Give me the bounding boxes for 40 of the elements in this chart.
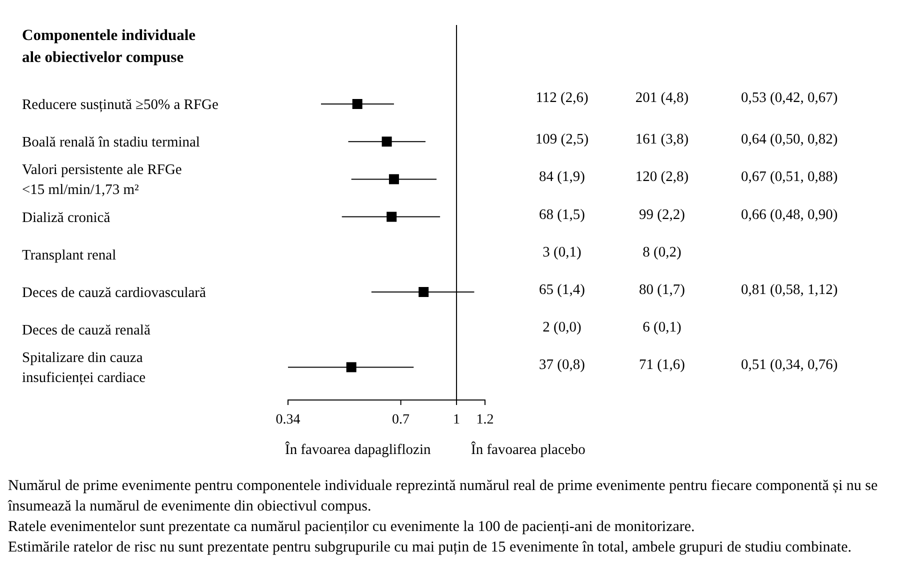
y-tick-label: Deces de cauză renală [22,322,151,339]
x-tick-label: 1 [453,412,460,428]
data-label: 0,51 (0,34, 0,76) [741,357,838,374]
text: 201 (4,8) [635,90,689,106]
text: 3 (0,1) [542,244,582,260]
y-tick-label: Valori persistente ale RFGe <15 ml/min/1,73 m² [22,162,182,198]
x-tick-label: 0.34 [276,412,300,428]
text: 6 (0,1) [642,320,682,336]
y-tick-label: Transplant renal [22,247,116,264]
text: 112 (2,6) [536,90,588,106]
text: 161 (3,8) [635,132,689,148]
text: 37 (0,8) [539,357,586,374]
text: 71 (1,6) [639,357,686,374]
text: 65 (1,4) [539,282,586,298]
text: 8 (0,2) [642,244,682,260]
text: 80 (1,7) [639,282,686,298]
data-label: 0,66 (0,48, 0,90) [741,206,838,223]
text: 2 (0,0) [542,320,582,336]
text: Numărul de prime evenimente pentru componentele individuale reprezintă numărul real de prime evenimente pentru fiecare componentă și nu se însumează la numărul de evenimente din obiectivul compus. [7,478,878,514]
y-tick-label: Deces de cauză cardiovasculară [22,285,207,301]
x-tick-label: 1.2 [476,412,494,428]
data-label: 0,81 (0,58, 1,12) [741,282,838,298]
y-tick-label: Boală renală în stadiu terminal [22,134,200,151]
text: 99 (2,2) [639,206,686,223]
text: Ratele evenimentelor sunt prezentate ca numărul pacienților cu evenimente la 100 de pacienți-ani de monitorizare. [8,519,695,535]
data-label: 0,64 (0,50, 0,82) [741,132,838,148]
text: Componentele individuale ale obiectivelor compuse [22,27,196,66]
text: În favoarea placebo [471,441,586,458]
text: 120 (2,8) [635,169,689,186]
x-tick-label: 0.7 [392,412,410,428]
text: 84 (1,9) [539,169,586,186]
data-label: 0,53 (0,42, 0,67) [741,90,838,106]
y-tick-label: Dializă cronică [22,210,111,226]
text: 109 (2,5) [535,132,589,148]
text: În favoarea dapagliflozin [285,441,432,458]
text: 68 (1,5) [539,206,586,223]
data-label: 0,67 (0,51, 0,88) [741,169,838,186]
text: Estimările ratelor de risc nu sunt prezentate pentru subgrupurile cu mai puțin de 15 evenimente în total, ambele grupuri de studiu combinate. [8,540,852,556]
y-tick-label: Spitalizare din cauza insuficienței cardiace [22,350,146,386]
y-tick-label: Reducere susținută ≥50% a RFGe [22,97,218,113]
